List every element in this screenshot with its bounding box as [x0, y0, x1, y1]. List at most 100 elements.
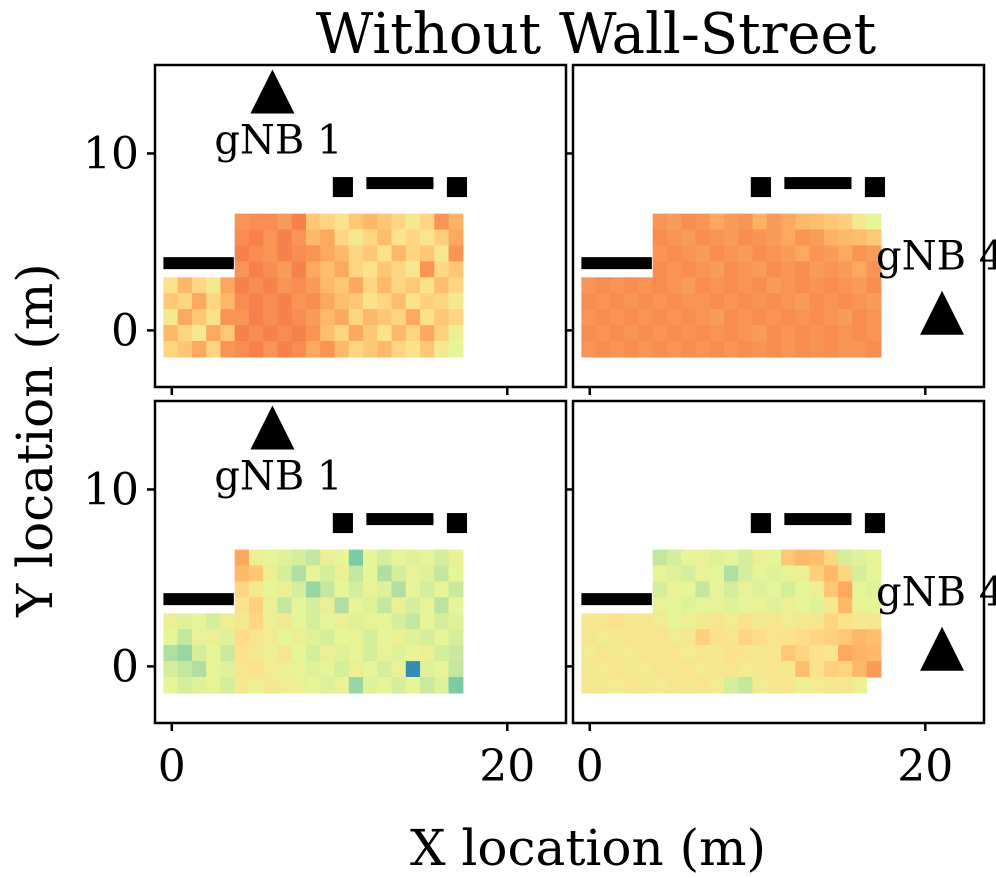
heatmap-cell — [448, 309, 464, 326]
heatmap-cell — [695, 245, 711, 262]
heatmap-cell — [638, 293, 654, 310]
heatmap-cell — [609, 341, 625, 358]
heatmap-cell — [723, 261, 739, 278]
heatmap-cell — [277, 597, 293, 614]
heatmap-cell — [795, 245, 811, 262]
heatmap-cell — [220, 613, 236, 630]
heatmap-cell — [781, 613, 796, 630]
heatmap-cell — [263, 549, 279, 567]
heatmap-cell — [291, 277, 307, 294]
heatmap-cell — [652, 597, 668, 614]
heatmap-cell — [595, 677, 611, 694]
heatmap-cell — [448, 597, 464, 614]
heatmap-cell — [709, 549, 725, 567]
heatmap-cell — [695, 325, 711, 342]
heatmap-cell — [723, 213, 739, 231]
heatmap-cell — [334, 645, 350, 662]
heatmap-cell — [234, 597, 250, 614]
heatmap-cell — [709, 309, 725, 326]
heatmap-cell — [723, 245, 739, 262]
heatmap-cell — [709, 325, 725, 342]
heatmap-cell — [681, 261, 697, 278]
heatmap-cell — [809, 613, 825, 630]
heatmap-cell — [177, 661, 193, 678]
heatmap-cell — [852, 293, 868, 310]
heatmap-cell — [277, 629, 293, 646]
heatmap-cell — [823, 229, 839, 247]
heatmap-cell — [581, 677, 597, 694]
heatmap-cell — [652, 581, 668, 598]
panel-1-1: gNB 4 0 20 — [565, 399, 996, 792]
heatmap-cell — [448, 629, 464, 646]
heatmap-cell — [795, 229, 811, 247]
heatmap-cell — [334, 309, 350, 326]
heatmap-cell — [177, 293, 193, 310]
heatmap-cell — [666, 261, 682, 278]
heatmap-cell — [377, 229, 393, 247]
heatmap-cell — [866, 261, 882, 278]
heatmap-cell — [405, 277, 421, 294]
heatmap-cell — [652, 309, 668, 326]
heatmap-cell — [177, 645, 193, 662]
heatmap-cell — [581, 293, 597, 310]
heatmap-cell — [263, 645, 279, 662]
heatmap-cell — [434, 661, 450, 678]
axes-frame — [571, 399, 986, 725]
y-tick-label: 10 — [83, 464, 139, 515]
heatmap-cell — [277, 341, 293, 358]
heatmap-cell — [809, 341, 825, 358]
heatmap-cell — [766, 677, 782, 694]
heatmap-cell — [695, 309, 711, 326]
heatmap-cell — [405, 677, 421, 694]
heatmap-cell — [348, 597, 364, 614]
heatmap-cell — [681, 213, 697, 231]
heatmap-cell — [305, 613, 321, 630]
heatmap-cell — [866, 245, 882, 262]
heatmap-cell — [809, 629, 825, 646]
heatmap-cell — [248, 261, 264, 278]
heatmap-cell — [234, 677, 250, 694]
y-axis-label: Y location (m) — [6, 263, 64, 618]
heatmap-cell — [177, 325, 193, 342]
obstacle-wall — [163, 257, 234, 270]
heatmap-cell — [709, 597, 725, 614]
heatmap-cell — [723, 293, 739, 310]
heatmap-cell — [781, 645, 796, 662]
heatmap-cell — [766, 261, 782, 278]
heatmap-cell — [320, 277, 336, 294]
heatmap-cell — [191, 277, 207, 294]
heatmap-cell — [206, 293, 222, 310]
heatmap-cell — [363, 629, 378, 646]
heatmap-cell — [234, 261, 250, 278]
heatmap-cell — [277, 277, 293, 294]
heatmap-cell — [263, 293, 279, 310]
heatmap-cell — [695, 293, 711, 310]
heatmap-cell — [348, 341, 364, 358]
gnb-marker — [250, 405, 295, 450]
heatmap-cell — [234, 565, 250, 583]
heatmap-cell — [277, 213, 293, 231]
heatmap-cell — [377, 629, 393, 646]
heatmap-cell — [277, 229, 293, 247]
heatmap-cell — [263, 261, 279, 278]
heatmap-cell — [363, 293, 378, 310]
obstacle-block — [332, 177, 353, 198]
heatmap-cell — [434, 341, 450, 358]
heatmap-cell — [795, 309, 811, 326]
heatmap-cell — [781, 341, 796, 358]
heatmap-cell — [624, 613, 640, 630]
heatmap-cell — [334, 245, 350, 262]
heatmap-cell — [220, 293, 236, 310]
heatmap-cell — [866, 229, 882, 247]
heatmap-cell — [405, 229, 421, 247]
heatmap-cell — [852, 645, 868, 662]
heatmap-cell — [291, 613, 307, 630]
heatmap-cell — [752, 261, 768, 278]
heatmap-cell — [248, 245, 264, 262]
heatmap-cell — [320, 229, 336, 247]
heatmap-cell — [220, 661, 236, 678]
heatmap-cell — [781, 277, 796, 294]
heatmap-cell — [263, 309, 279, 326]
heatmap-cell — [652, 325, 668, 342]
